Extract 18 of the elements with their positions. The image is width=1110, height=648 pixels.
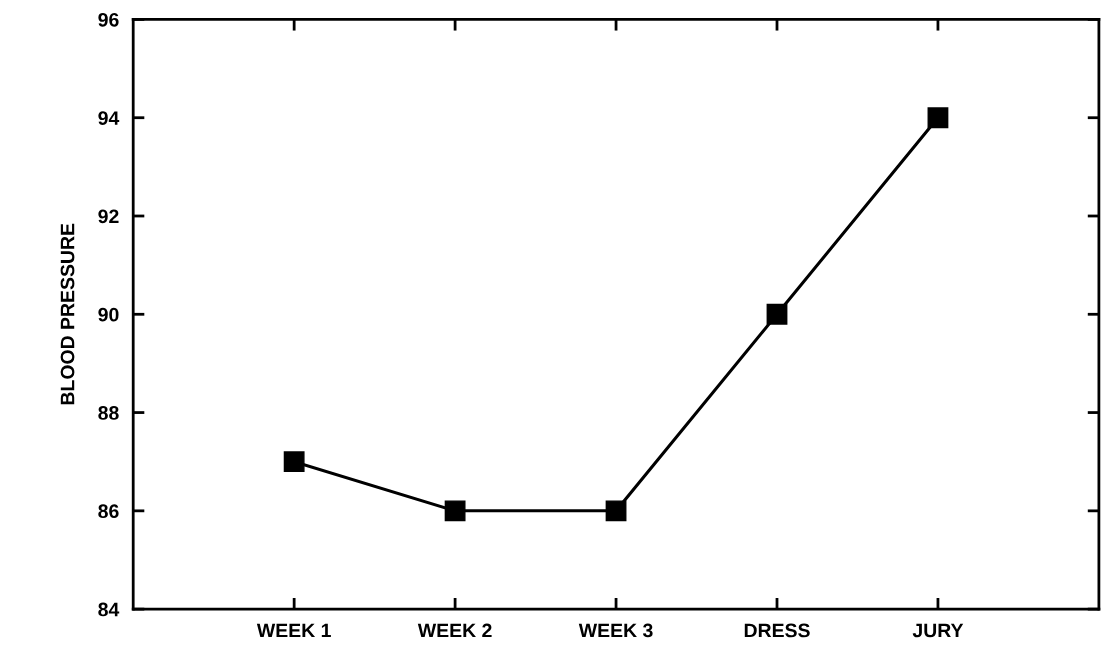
y-tick-label: 92	[98, 209, 119, 224]
point	[605, 500, 627, 522]
x-tick-label: WEEK 1	[256, 623, 331, 638]
y-tick-label: 96	[98, 12, 119, 27]
x-tick-label: DRESS	[744, 623, 810, 638]
y-tick-label: 90	[98, 307, 119, 322]
x-tick-label: JURY	[912, 623, 964, 638]
point	[444, 500, 466, 522]
y-axis-title: BLOOD PRESSURE	[60, 223, 75, 405]
point	[927, 107, 949, 129]
point	[283, 451, 305, 473]
y-tick-label: 86	[98, 504, 119, 519]
y-tick-label: 88	[98, 406, 119, 420]
point	[766, 303, 788, 325]
x-tick-label: WEEK 2	[417, 623, 492, 638]
x-tick-label: WEEK 3	[578, 623, 653, 638]
y-tick-label: 84	[98, 602, 120, 617]
y-tick-label: 94	[98, 111, 120, 125]
